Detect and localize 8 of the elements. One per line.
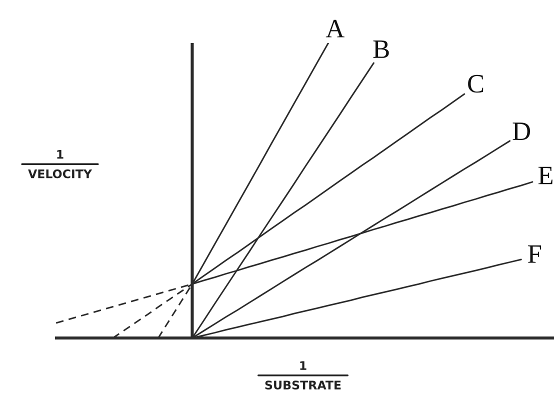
series-label: F: [528, 245, 542, 263]
x-axis-title: 1 SUBSTRATE: [265, 361, 341, 390]
series-label: E: [538, 166, 552, 184]
series-label: D: [512, 122, 530, 140]
series-label: C: [468, 74, 484, 93]
y-axis-title: 1 VELOCITY: [28, 150, 92, 178]
series-label: B: [373, 40, 389, 58]
series-label: A: [326, 20, 344, 38]
